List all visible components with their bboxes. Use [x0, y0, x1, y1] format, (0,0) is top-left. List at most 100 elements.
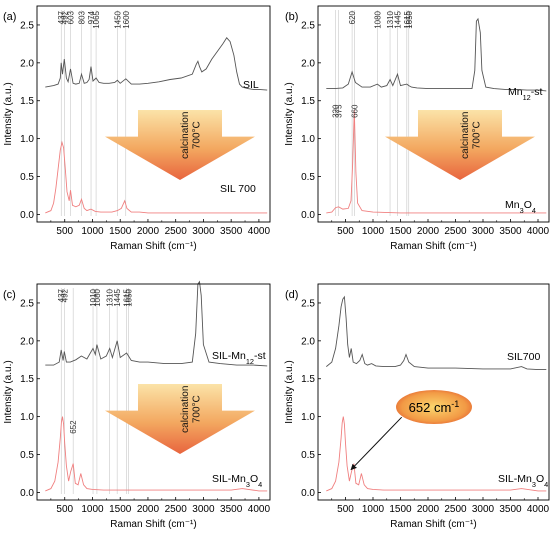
series-line-1	[45, 416, 268, 492]
x-tick-label: 1500	[389, 504, 412, 515]
x-tick-label: 3000	[192, 504, 215, 515]
x-tick-label: 1000	[81, 504, 104, 515]
plot-frame	[317, 283, 550, 501]
x-tick-label: 1000	[362, 226, 385, 237]
y-tick-label: 2.5	[20, 20, 34, 31]
x-tick-label: 3000	[472, 504, 495, 515]
peak-label: 1615	[403, 10, 412, 28]
x-tick-label: 2000	[417, 504, 440, 515]
peak-label: 1080	[373, 10, 382, 28]
x-tick-label: 4000	[248, 226, 271, 237]
callout-bubble	[396, 390, 472, 424]
x-tick-label: 4000	[248, 504, 271, 515]
y-tick-label: 0.5	[20, 450, 34, 461]
x-tick-label: 2000	[137, 226, 160, 237]
series-label: SIL-Mn3O4	[212, 473, 262, 489]
y-tick-label: 0.0	[301, 488, 315, 499]
peak-label: 492	[60, 10, 69, 24]
y-tick-label: 0.5	[301, 172, 315, 183]
y-axis-label: Intensity (a.u.)	[3, 360, 14, 423]
calcination-label: calcination700°C	[460, 112, 483, 159]
y-tick-label: 0.5	[301, 450, 315, 461]
series-label: SIL700	[507, 351, 540, 363]
calcination-label: calcination700°C	[180, 386, 203, 433]
x-tick-label: 3500	[220, 504, 243, 515]
calcination-label: calcination700°C	[180, 112, 203, 159]
series-label: Mn3O4	[505, 199, 536, 215]
x-tick-label: 4000	[527, 504, 550, 515]
peak-label: 437	[57, 288, 66, 302]
x-tick-label: 500	[337, 504, 354, 515]
peak-label: 660	[350, 104, 359, 118]
series-line-1	[326, 109, 547, 214]
peak-label: 1650	[405, 10, 414, 28]
y-tick-label: 2.5	[301, 298, 315, 309]
peak-label: 1445	[393, 10, 402, 28]
x-tick-label: 3500	[499, 226, 522, 237]
y-tick-label: 1.5	[20, 374, 34, 385]
y-tick-label: 2.0	[301, 336, 315, 347]
peak-label: 1080	[93, 288, 102, 306]
y-tick-label: 1.0	[20, 412, 34, 423]
calcination-arrow	[385, 110, 535, 180]
x-tick-label: 2500	[444, 226, 467, 237]
panel-d: (d) 500 1000 1500 2000 2500 3000 3500 4000 0.0 0.5…	[284, 283, 550, 530]
x-tick-label: 2500	[165, 504, 188, 515]
x-tick-label: 2500	[165, 226, 188, 237]
x-tick-label: 3000	[472, 226, 495, 237]
x-axis-label: Raman Shift (cm⁻¹)	[110, 519, 196, 530]
y-tick-label: 0.0	[301, 210, 315, 221]
y-tick-label: 2.0	[20, 336, 34, 347]
x-tick-label: 1000	[362, 504, 385, 515]
x-tick-label: 500	[337, 226, 354, 237]
calcination-arrow	[105, 384, 255, 454]
peak-label: 437	[57, 10, 66, 24]
x-tick-label: 4000	[527, 226, 550, 237]
series-line-0	[326, 17, 547, 92]
x-tick-label: 1500	[109, 504, 132, 515]
y-tick-label: 2.0	[301, 58, 315, 69]
panel-label: (d)	[285, 289, 298, 301]
x-axis-label: Raman Shift (cm⁻¹)	[390, 519, 476, 530]
y-axis-label: Intensity (a.u.)	[3, 82, 14, 145]
series-line-0	[45, 280, 268, 367]
peak-label: 1615	[123, 288, 132, 306]
series-label: SIL-Mn3O4	[498, 473, 548, 489]
y-tick-label: 1.0	[20, 134, 34, 145]
plot-frame	[36, 283, 271, 501]
panel-label: (c)	[3, 289, 16, 301]
calcination-arrow	[105, 110, 255, 180]
peak-label: 1310	[106, 288, 115, 306]
peak-label: 1650	[125, 288, 134, 306]
peak-label: 1310	[386, 10, 395, 28]
x-axis-label: Raman Shift (cm⁻¹)	[110, 241, 196, 252]
y-axis-label: Intensity (a.u.)	[284, 82, 295, 145]
series-line-0	[45, 37, 268, 91]
series-label: SIL-Mn12-st	[212, 350, 266, 366]
panel-label: (a)	[3, 11, 16, 23]
series-line-1	[45, 140, 268, 214]
peak-label: 492	[60, 288, 69, 302]
y-tick-label: 2.5	[20, 298, 34, 309]
series-label: SIL	[243, 79, 259, 91]
x-tick-label: 1500	[109, 226, 132, 237]
y-axis-label: Intensity (a.u.)	[284, 360, 295, 423]
series-label: Mn12-st	[508, 86, 543, 102]
y-tick-label: 2.0	[20, 58, 34, 69]
x-tick-label: 2500	[444, 504, 467, 515]
panel-label: (b)	[285, 11, 298, 23]
peak-label: 1445	[113, 288, 122, 306]
peak-label: 803	[78, 10, 87, 24]
peak-label: 1600	[122, 10, 131, 28]
x-tick-label: 3500	[499, 504, 522, 515]
series-line-0	[326, 295, 547, 371]
peak-label: 974	[87, 10, 96, 24]
y-tick-label: 1.0	[301, 412, 315, 423]
plot-frame	[36, 5, 271, 223]
x-tick-label: 3000	[192, 226, 215, 237]
x-tick-label: 2000	[137, 504, 160, 515]
